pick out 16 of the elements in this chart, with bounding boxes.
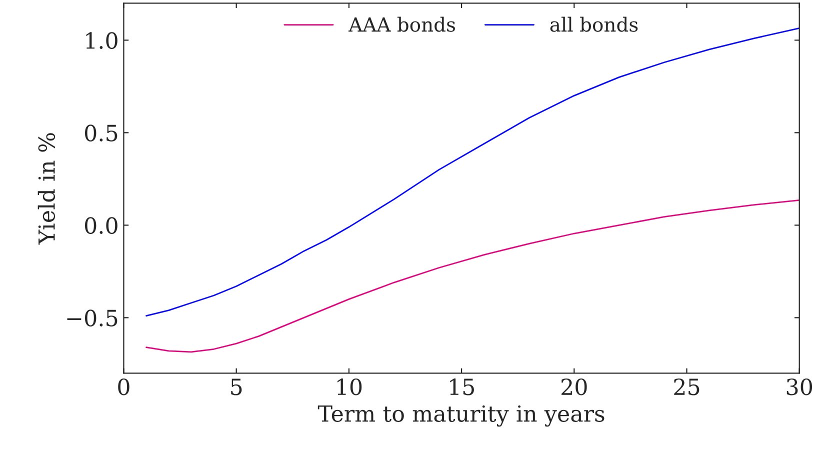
x-axis-title: Term to maturity in years: [318, 405, 604, 427]
legend-label: AAA bonds: [348, 16, 456, 32]
x-tick-label: 10: [338, 378, 362, 396]
legend-label: all bonds: [550, 16, 638, 32]
y-axis-title: Yield in %: [38, 133, 56, 245]
y-tick-label: 0.5: [84, 124, 118, 142]
y-tick-label: 0.0: [84, 217, 118, 234]
x-tick-label: 30: [786, 378, 812, 396]
line-series: [146, 200, 800, 353]
x-tick-label: 20: [562, 378, 587, 396]
y-tick-label: 1.0: [86, 32, 118, 49]
x-tick-label: 25: [674, 378, 700, 396]
x-tick-label: 5: [231, 378, 242, 396]
x-tick-label: 0: [118, 378, 130, 396]
y-tick-label: −0.5: [67, 310, 118, 326]
x-tick-label: 15: [450, 378, 474, 396]
